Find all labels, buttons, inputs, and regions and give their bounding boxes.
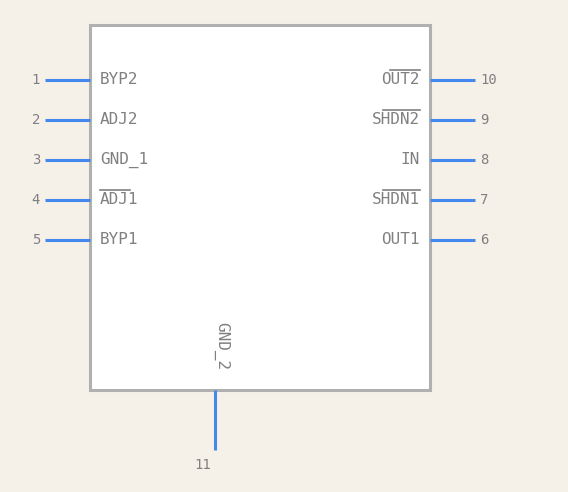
Text: 5: 5 xyxy=(32,233,40,247)
Text: 1: 1 xyxy=(32,73,40,87)
Text: 8: 8 xyxy=(480,153,488,167)
Text: ADJ1: ADJ1 xyxy=(100,192,139,208)
Text: 6: 6 xyxy=(480,233,488,247)
Text: OUT2: OUT2 xyxy=(382,72,420,88)
Bar xyxy=(90,25,430,390)
Text: OUT1: OUT1 xyxy=(382,233,420,247)
Text: 2: 2 xyxy=(32,113,40,127)
Text: 3: 3 xyxy=(32,153,40,167)
Text: 9: 9 xyxy=(480,113,488,127)
Text: GND_1: GND_1 xyxy=(100,152,148,168)
Text: 11: 11 xyxy=(194,458,211,472)
Text: BYP2: BYP2 xyxy=(100,72,139,88)
Text: 10: 10 xyxy=(480,73,497,87)
Text: 4: 4 xyxy=(32,193,40,207)
Text: GND_2: GND_2 xyxy=(213,322,229,370)
Text: SHDN1: SHDN1 xyxy=(372,192,420,208)
Text: ADJ2: ADJ2 xyxy=(100,113,139,127)
Text: BYP1: BYP1 xyxy=(100,233,139,247)
Text: IN: IN xyxy=(401,153,420,167)
Text: 7: 7 xyxy=(480,193,488,207)
Text: SHDN2: SHDN2 xyxy=(372,113,420,127)
